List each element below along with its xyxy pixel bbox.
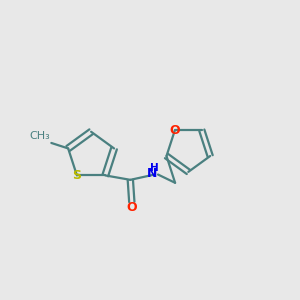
Text: N: N <box>147 167 157 180</box>
Text: O: O <box>169 124 180 137</box>
Text: H: H <box>150 163 159 173</box>
Text: S: S <box>72 169 81 182</box>
Text: O: O <box>127 201 137 214</box>
Text: CH₃: CH₃ <box>29 131 50 142</box>
